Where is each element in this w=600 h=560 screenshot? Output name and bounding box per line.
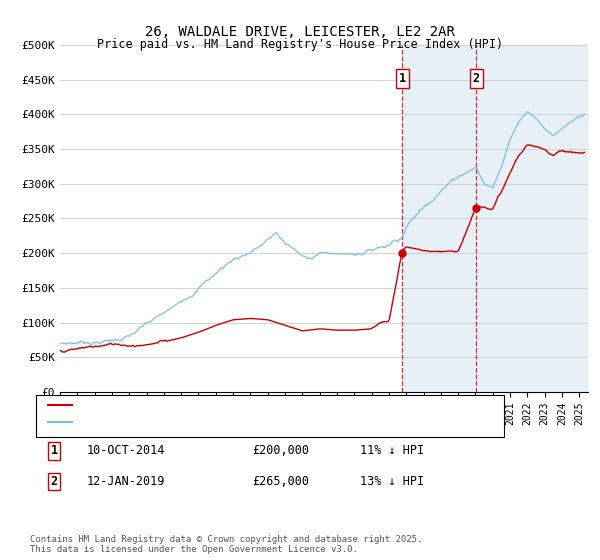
Text: 1: 1 [50, 444, 58, 458]
Bar [403, 45, 588, 392]
Text: HPI: Average price, detached house, Leicester: HPI: Average price, detached house, Leic… [78, 417, 359, 427]
Text: Contains HM Land Registry data © Crown copyright and database right 2025.
This d: Contains HM Land Registry data © Crown c… [30, 535, 422, 554]
Text: 26, WALDALE DRIVE, LEICESTER, LE2 2AR: 26, WALDALE DRIVE, LEICESTER, LE2 2AR [145, 25, 455, 39]
Text: £265,000: £265,000 [252, 475, 309, 488]
Text: 11% ↓ HPI: 11% ↓ HPI [360, 444, 424, 458]
Text: 10-OCT-2014: 10-OCT-2014 [87, 444, 166, 458]
Text: 12-JAN-2019: 12-JAN-2019 [87, 475, 166, 488]
Text: 2: 2 [50, 475, 58, 488]
Text: 13% ↓ HPI: 13% ↓ HPI [360, 475, 424, 488]
Text: 26, WALDALE DRIVE, LEICESTER, LE2 2AR (detached house): 26, WALDALE DRIVE, LEICESTER, LE2 2AR (d… [78, 400, 415, 410]
Text: Price paid vs. HM Land Registry's House Price Index (HPI): Price paid vs. HM Land Registry's House … [97, 38, 503, 51]
Text: £200,000: £200,000 [252, 444, 309, 458]
Text: 2: 2 [473, 72, 480, 85]
Text: 1: 1 [399, 72, 406, 85]
